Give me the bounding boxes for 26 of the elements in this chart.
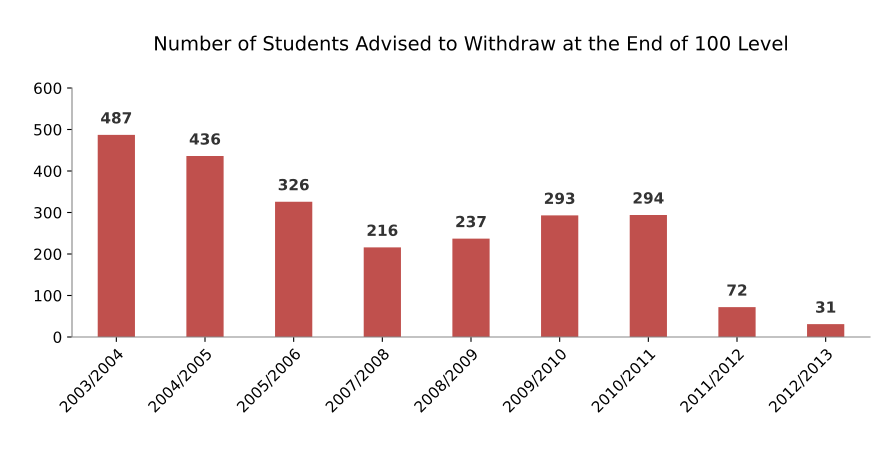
bar [98,134,135,337]
bar [364,247,401,337]
bar [275,202,312,337]
data-label: 72 [727,284,746,296]
data-label: 237 [456,216,486,228]
bar [718,307,756,337]
bar [807,324,844,337]
data-label: 293 [544,192,574,204]
y-tick-label: 300 [34,206,62,219]
data-label: 31 [816,301,836,313]
data-label: 326 [278,178,309,190]
data-label: 436 [190,133,220,145]
y-tick-label: 0 [54,331,62,344]
y-tick-label: 600 [34,82,62,94]
bar [186,156,224,337]
bar [541,215,578,337]
data-label: 294 [634,192,664,204]
bar [630,214,667,337]
y-tick-label: 200 [34,248,62,260]
y-tick-label: 400 [34,165,62,178]
y-tick-label: 100 [34,290,62,302]
bar [452,238,490,337]
data-label: 487 [101,112,132,124]
data-label: 216 [368,224,398,236]
chart-title: Number of Students Advised to Withdraw at the End of 100 Level [155,36,787,51]
y-tick-label: 500 [34,124,62,136]
